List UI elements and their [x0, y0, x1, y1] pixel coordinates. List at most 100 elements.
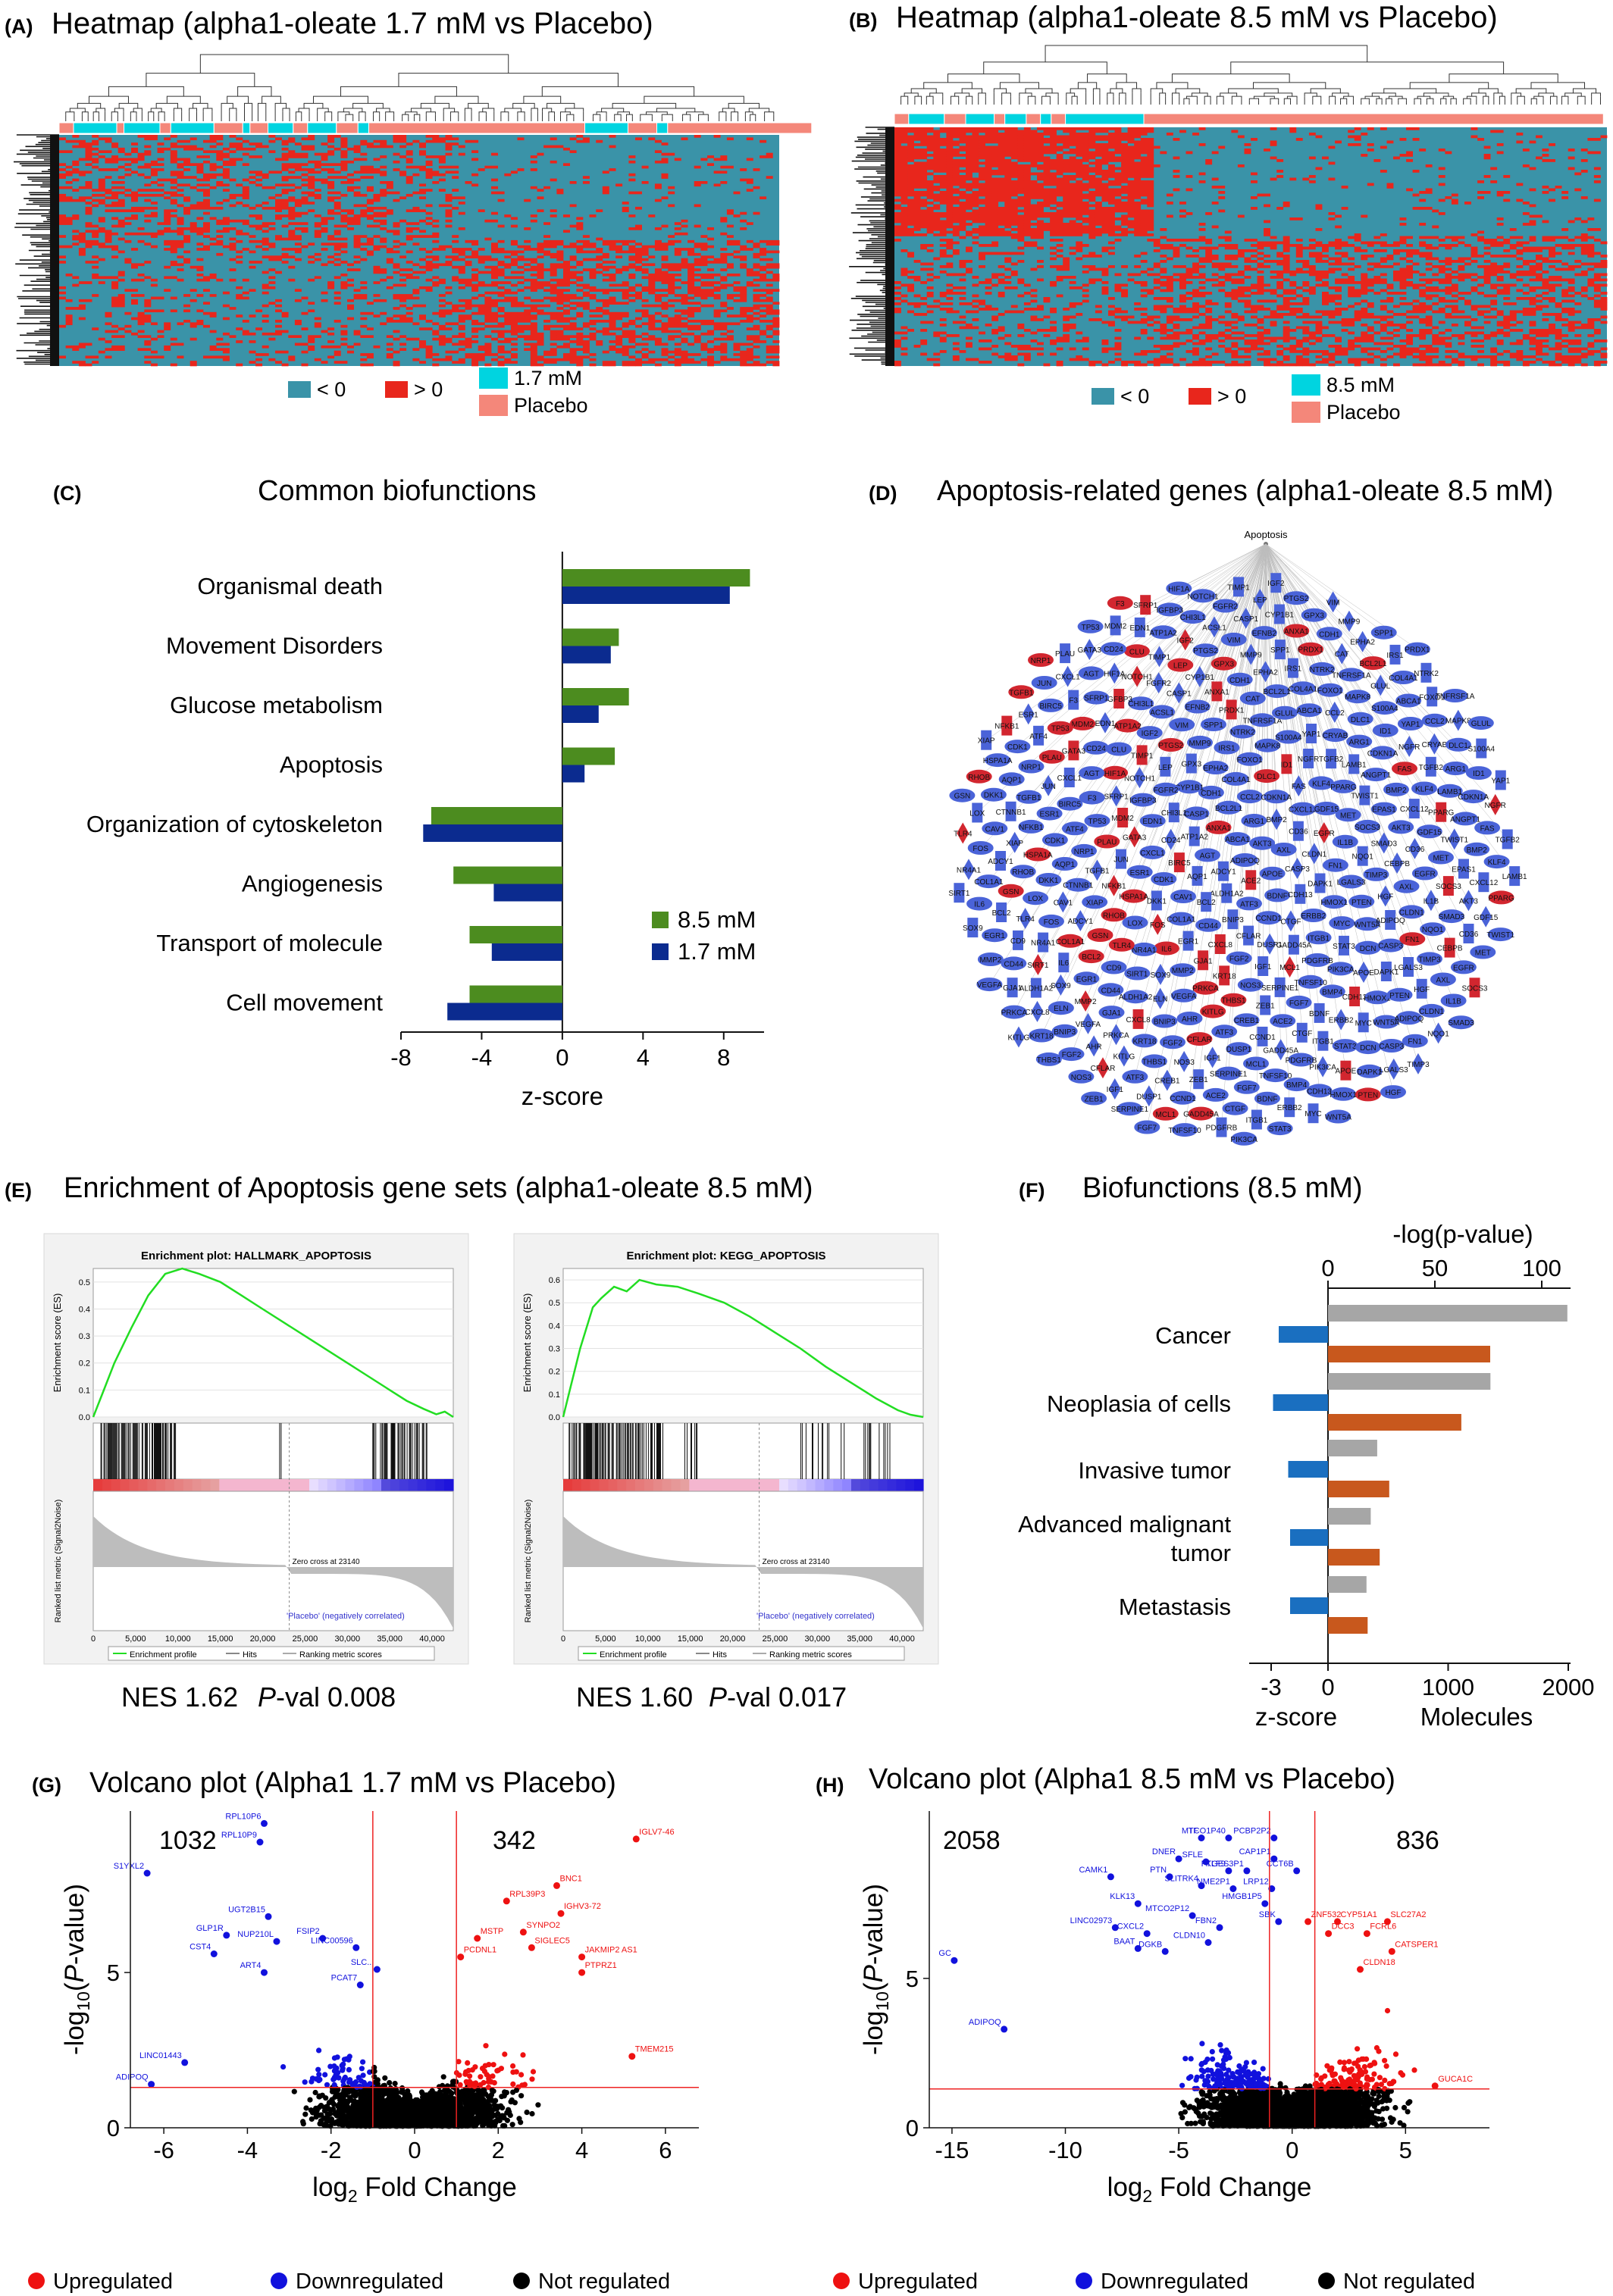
- heatmap-cell: [596, 209, 603, 212]
- heatmap-cell: [465, 281, 472, 284]
- heatmap-cell: [458, 248, 465, 251]
- heatmap-cell: [504, 358, 512, 361]
- heatmap-cell: [321, 299, 328, 302]
- heatmap-cell: [353, 191, 361, 195]
- heatmap-cell: [85, 343, 92, 346]
- heatmap-cell: [530, 304, 537, 308]
- heatmap-cell: [1004, 172, 1012, 176]
- heatmap-cell: [196, 230, 204, 233]
- heatmap-cell: [406, 158, 413, 161]
- heatmap-cell: [1030, 151, 1038, 155]
- heatmap-cell: [985, 140, 992, 144]
- heatmap-cell: [1010, 180, 1018, 183]
- heatmap-cell: [491, 250, 498, 254]
- heatmap-cell: [596, 299, 603, 302]
- dendrogram-branch: [317, 108, 329, 112]
- heatmap-cell: [991, 252, 999, 255]
- heatmap-cell: [641, 353, 649, 356]
- heatmap-cell: [209, 186, 217, 189]
- heatmap-cell: [972, 199, 979, 202]
- heatmap-cell: [766, 361, 773, 364]
- heatmap-cell: [753, 263, 760, 267]
- heatmap-cell: [380, 239, 387, 243]
- heatmap-cell: [939, 193, 947, 197]
- heatmap-cell: [556, 324, 564, 328]
- heatmap-cell: [1063, 276, 1070, 279]
- heatmap-cell: [550, 265, 557, 269]
- heatmap-cell: [939, 180, 947, 183]
- heatmap-cell: [946, 161, 954, 165]
- heatmap-cell: [1063, 212, 1070, 215]
- heatmap-cell: [517, 265, 525, 269]
- heatmap-cell: [972, 209, 979, 213]
- heatmap-cell: [1023, 186, 1031, 189]
- heatmap-cell: [281, 314, 289, 317]
- heatmap-cell: [308, 181, 315, 184]
- heatmap-cell: [438, 358, 446, 361]
- heatmap-cell: [419, 165, 426, 169]
- heatmap-cell: [939, 149, 947, 152]
- heatmap-cell: [654, 276, 662, 280]
- heatmap-cell: [471, 242, 479, 246]
- heatmap-cell: [157, 163, 164, 166]
- heatmap-cell: [1037, 305, 1044, 308]
- heatmap-cell: [465, 299, 472, 302]
- heatmap-cell: [288, 237, 296, 241]
- heatmap-cell: [596, 237, 603, 241]
- heatmap-cell: [105, 276, 112, 280]
- dendrogram-branch: [257, 102, 267, 108]
- heatmap-cell: [959, 214, 966, 218]
- heatmap-cell: [314, 324, 321, 328]
- heatmap-cell: [946, 154, 954, 157]
- heatmap-cell: [661, 304, 669, 308]
- heatmap-cell: [164, 242, 171, 246]
- heatmap-cell: [183, 199, 191, 202]
- heatmap-cell: [772, 348, 780, 351]
- heatmap-cell: [900, 154, 908, 157]
- heatmap-cell: [1017, 175, 1025, 178]
- heatmap-cell: [746, 327, 753, 330]
- heatmap-cell: [1010, 164, 1018, 167]
- heatmap-cell: [674, 324, 681, 328]
- heatmap-cell: [985, 308, 992, 311]
- heatmap-cell: [1030, 180, 1038, 183]
- heatmap-cell: [183, 239, 191, 243]
- heatmap-cell: [1043, 196, 1051, 199]
- heatmap-cell: [1069, 233, 1076, 236]
- heatmap-cell: [419, 209, 426, 212]
- heatmap-cell: [170, 214, 177, 217]
- heatmap-cell: [894, 204, 901, 208]
- heatmap-cell: [687, 276, 695, 280]
- heatmap-cell: [1004, 143, 1012, 146]
- heatmap-cell: [681, 340, 688, 343]
- heatmap-cell: [484, 353, 492, 356]
- heatmap-cell: [524, 227, 531, 230]
- heatmap-cell: [268, 286, 276, 289]
- heatmap-cell: [105, 239, 112, 243]
- heatmap-cell: [746, 314, 753, 317]
- heatmap-cell: [609, 276, 616, 280]
- heatmap-cell: [268, 268, 276, 271]
- heatmap-cell: [1069, 212, 1076, 215]
- heatmap-cell: [334, 345, 341, 349]
- heatmap-cell: [406, 261, 413, 264]
- heatmap-cell: [92, 276, 99, 280]
- heatmap-cell: [471, 320, 479, 323]
- heatmap-cell: [959, 209, 966, 213]
- heatmap-cell: [327, 332, 335, 336]
- heatmap-cell: [1017, 167, 1025, 170]
- heatmap-cell: [78, 142, 86, 145]
- heatmap-cell: [484, 363, 492, 367]
- heatmap-cell: [1063, 230, 1070, 234]
- heatmap-cell: [615, 348, 623, 351]
- heatmap-cell: [991, 244, 999, 247]
- heatmap-cell: [966, 151, 972, 155]
- heatmap-cell: [654, 296, 662, 300]
- heatmap-cell: [1030, 188, 1038, 192]
- heatmap-cell: [726, 296, 734, 300]
- heatmap-cell: [1017, 278, 1025, 282]
- heatmap-cell: [582, 294, 590, 297]
- heatmap-cell: [530, 363, 537, 367]
- heatmap-cell: [1004, 342, 1012, 346]
- heatmap-cell: [760, 294, 767, 297]
